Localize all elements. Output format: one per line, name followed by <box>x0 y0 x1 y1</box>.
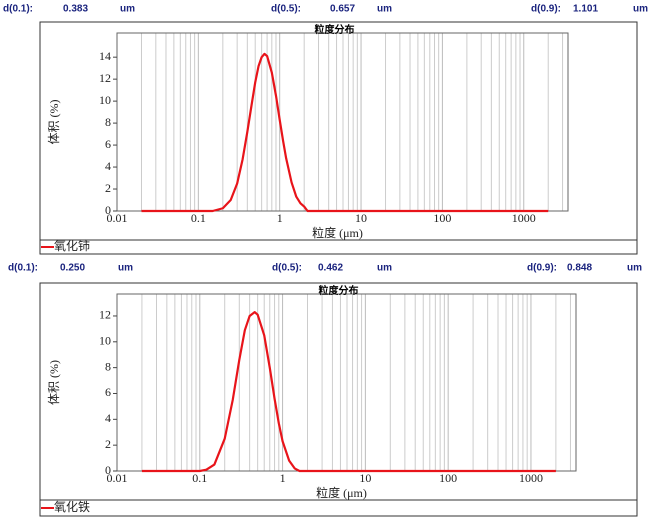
chart-frame <box>39 282 638 517</box>
stat-value: 0.383 <box>63 4 88 15</box>
chart-title: 粒度分布 <box>315 23 355 36</box>
x-tick-label: 0.1 <box>191 211 206 225</box>
stat-value: 0.657 <box>330 4 355 15</box>
y-tick-label: 12 <box>99 308 111 322</box>
stat-unit: um <box>627 263 642 274</box>
x-tick-label: 10 <box>355 211 367 225</box>
y-tick-label: 4 <box>105 411 111 425</box>
y-tick-label: 2 <box>105 437 111 451</box>
y-tick-label: 14 <box>99 49 111 63</box>
x-axis-label: 粒度 (μm) <box>316 485 367 500</box>
stat-unit: um <box>120 4 135 15</box>
y-axis-label: 体积 (%) <box>47 100 61 145</box>
x-tick-label: 100 <box>439 471 457 485</box>
stat-unit: um <box>118 263 133 274</box>
data-line <box>141 52 549 213</box>
stat-label: d(0.1): <box>8 263 38 274</box>
y-tick-label: 0 <box>105 463 111 477</box>
y-tick-label: 0 <box>105 203 111 217</box>
y-tick-label: 2 <box>105 181 111 195</box>
y-tick-label: 10 <box>99 334 111 348</box>
stat-label: d(0.5): <box>272 263 302 274</box>
stat-label: d(0.5): <box>271 4 301 15</box>
y-tick-label: 12 <box>99 71 111 85</box>
y-axis-label: 体积 (%) <box>47 360 61 405</box>
stat-value: 0.462 <box>318 263 343 274</box>
y-tick-label: 10 <box>99 93 111 107</box>
stat-unit: um <box>633 4 648 15</box>
x-tick-label: 0.01 <box>107 471 128 485</box>
chart-title: 粒度分布 <box>319 284 359 297</box>
y-tick-label: 4 <box>105 159 111 173</box>
stat-unit: um <box>377 263 392 274</box>
stat-value: 1.101 <box>573 4 598 15</box>
y-tick-label: 6 <box>105 137 111 151</box>
x-tick-label: 1 <box>280 471 286 485</box>
stat-label: d(0.9): <box>527 263 557 274</box>
x-tick-label: 0.01 <box>107 211 128 225</box>
x-axis-label: 粒度 (μm) <box>312 225 363 240</box>
x-tick-label: 1 <box>277 211 283 225</box>
legend-label: 氧化铈 <box>54 238 90 253</box>
x-tick-label: 100 <box>433 211 451 225</box>
y-tick-label: 8 <box>105 115 111 129</box>
chart-frame <box>39 21 638 255</box>
x-tick-label: 1000 <box>512 211 536 225</box>
x-tick-label: 0.1 <box>192 471 207 485</box>
stat-value: 0.848 <box>567 263 592 274</box>
y-tick-label: 6 <box>105 385 111 399</box>
x-tick-label: 10 <box>359 471 371 485</box>
legend-label: 氧化铁 <box>54 500 90 514</box>
data-line <box>141 310 556 473</box>
x-tick-label: 1000 <box>519 471 543 485</box>
plot-area <box>116 293 577 472</box>
stat-value: 0.250 <box>60 263 85 274</box>
stat-unit: um <box>377 4 392 15</box>
stat-label: d(0.1): <box>3 4 33 15</box>
stat-label: d(0.9): <box>531 4 561 15</box>
y-tick-label: 8 <box>105 359 111 373</box>
